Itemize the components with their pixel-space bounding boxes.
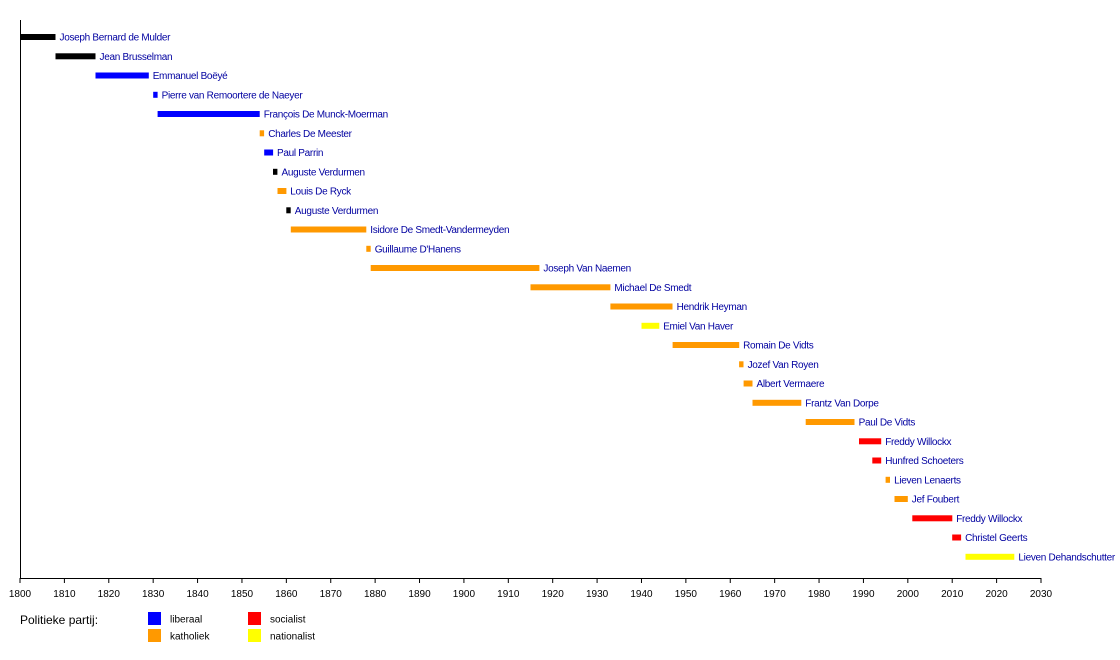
x-tick-label: 2020	[985, 589, 1008, 600]
x-tick-label: 1800	[9, 589, 32, 600]
legend-swatch-nationalist	[248, 629, 261, 642]
term-bar	[55, 53, 96, 60]
mayor-label: Charles De Meester	[268, 129, 352, 140]
term-bar	[95, 72, 149, 79]
mayor-label: Lieven Lenaerts	[894, 475, 961, 486]
x-tick-label: 1930	[586, 589, 609, 600]
term-bar	[894, 496, 908, 502]
x-tick-label: 1850	[231, 589, 254, 600]
legend-swatch-katholiek	[148, 629, 161, 642]
term-bar	[277, 188, 287, 194]
mayor-label: Joseph Bernard de Mulder	[60, 33, 172, 44]
term-bar	[20, 34, 56, 40]
x-tick-label: 1960	[719, 589, 742, 600]
term-bar	[366, 245, 371, 252]
x-tick-label: 1830	[142, 589, 165, 600]
mayor-label: Jozef Van Royen	[748, 360, 819, 371]
term-bar	[530, 284, 611, 291]
term-bar	[610, 303, 673, 310]
x-axis-ticks: 1800 1810 1820 1830 1840 1850 1860 1870 1880 1890…	[9, 578, 1053, 600]
term-bar	[805, 419, 855, 425]
legend: Politieke partij: liberaal katholiek socia…	[20, 612, 315, 643]
term-bar	[641, 322, 660, 329]
x-tick-label: 1880	[364, 589, 387, 600]
legend-label-katholiek: katholiek	[170, 632, 210, 643]
mayor-label: Paul De Vidts	[859, 418, 916, 429]
mayor-label: Jef Foubert	[912, 495, 960, 506]
mayor-label: François De Munck-Moerman	[264, 110, 388, 121]
legend-swatch-liberaal	[148, 612, 161, 625]
mayor-label: Emmanuel Boëyé	[153, 71, 228, 82]
mayor-label: Frantz Van Dorpe	[805, 398, 879, 409]
mayor-label: Freddy Willockx	[956, 514, 1022, 525]
term-bar	[264, 149, 274, 156]
mayor-label: Joseph Van Naemen	[543, 264, 631, 275]
mayor-label: Michael De Smedt	[614, 283, 691, 294]
legend-title: Politieke partij:	[20, 613, 98, 627]
term-bar	[153, 91, 158, 98]
term-bar	[743, 380, 753, 387]
term-bar	[370, 265, 540, 271]
x-tick-label: 1950	[675, 589, 698, 600]
x-tick-label: 1810	[53, 589, 76, 600]
mayor-label: Auguste Verdurmen	[295, 206, 378, 217]
mayor-label: Jean Brusselman	[100, 52, 173, 63]
x-tick-label: 1820	[98, 589, 121, 600]
mayor-label: Isidore De Smedt-Vandermeyden	[370, 225, 509, 236]
term-bar	[752, 399, 802, 406]
mayor-label: Albert Vermaere	[757, 379, 825, 390]
bars-layer	[20, 34, 1015, 560]
x-tick-label: 1990	[852, 589, 875, 600]
x-tick-label: 1900	[453, 589, 476, 600]
legend-items: liberaal katholiek socialist nationalist	[148, 612, 315, 643]
x-tick-label: 1840	[186, 589, 209, 600]
mayor-label: Freddy Willockx	[885, 437, 951, 448]
mayor-label: Hendrik Heyman	[677, 302, 747, 313]
legend-swatch-socialist	[248, 612, 261, 625]
mayor-label: Hunfred Schoeters	[885, 456, 964, 467]
term-bar	[912, 515, 953, 522]
x-tick-label: 1910	[497, 589, 520, 600]
mayor-label: Emiel Van Haver	[663, 321, 734, 332]
term-bar	[157, 111, 260, 117]
term-bar	[885, 476, 890, 483]
term-bar	[273, 168, 278, 175]
mayor-label: Guillaume D'Hanens	[375, 244, 461, 255]
x-tick-label: 1920	[542, 589, 565, 600]
legend-label-liberaal: liberaal	[170, 615, 202, 626]
x-tick-label: 2000	[897, 589, 920, 600]
term-bar	[952, 534, 962, 541]
legend-label-nationalist: nationalist	[270, 632, 315, 643]
x-tick-label: 2030	[1030, 589, 1053, 600]
term-bar	[286, 207, 291, 214]
bar-labels-layer: Joseph Bernard de Mulder Jean Brusselman E…	[60, 33, 1117, 564]
x-tick-label: 2010	[941, 589, 964, 600]
mayor-label: Louis De Ryck	[290, 187, 352, 198]
mayor-label: Lieven Dehandschutter	[1018, 552, 1116, 563]
x-tick-label: 1940	[630, 589, 653, 600]
term-bar	[859, 438, 882, 445]
term-bar	[965, 553, 1015, 560]
x-tick-label: 1860	[275, 589, 298, 600]
mayor-label: Paul Parrin	[277, 148, 323, 159]
x-tick-label: 1970	[764, 589, 787, 600]
x-tick-label: 1890	[408, 589, 431, 600]
mayor-label: Christel Geerts	[965, 533, 1027, 544]
mayor-label: Auguste Verdurmen	[282, 167, 365, 178]
x-tick-label: 1870	[320, 589, 343, 600]
mayor-label: Romain De Vidts	[743, 341, 814, 352]
x-tick-label: 1980	[808, 589, 831, 600]
term-bar	[739, 361, 744, 368]
term-bar	[290, 226, 367, 233]
mayor-label: Pierre van Remoortere de Naeyer	[162, 90, 304, 101]
term-bar	[872, 457, 882, 464]
term-bar	[672, 342, 740, 348]
term-bar	[259, 130, 265, 137]
legend-label-socialist: socialist	[270, 615, 306, 626]
